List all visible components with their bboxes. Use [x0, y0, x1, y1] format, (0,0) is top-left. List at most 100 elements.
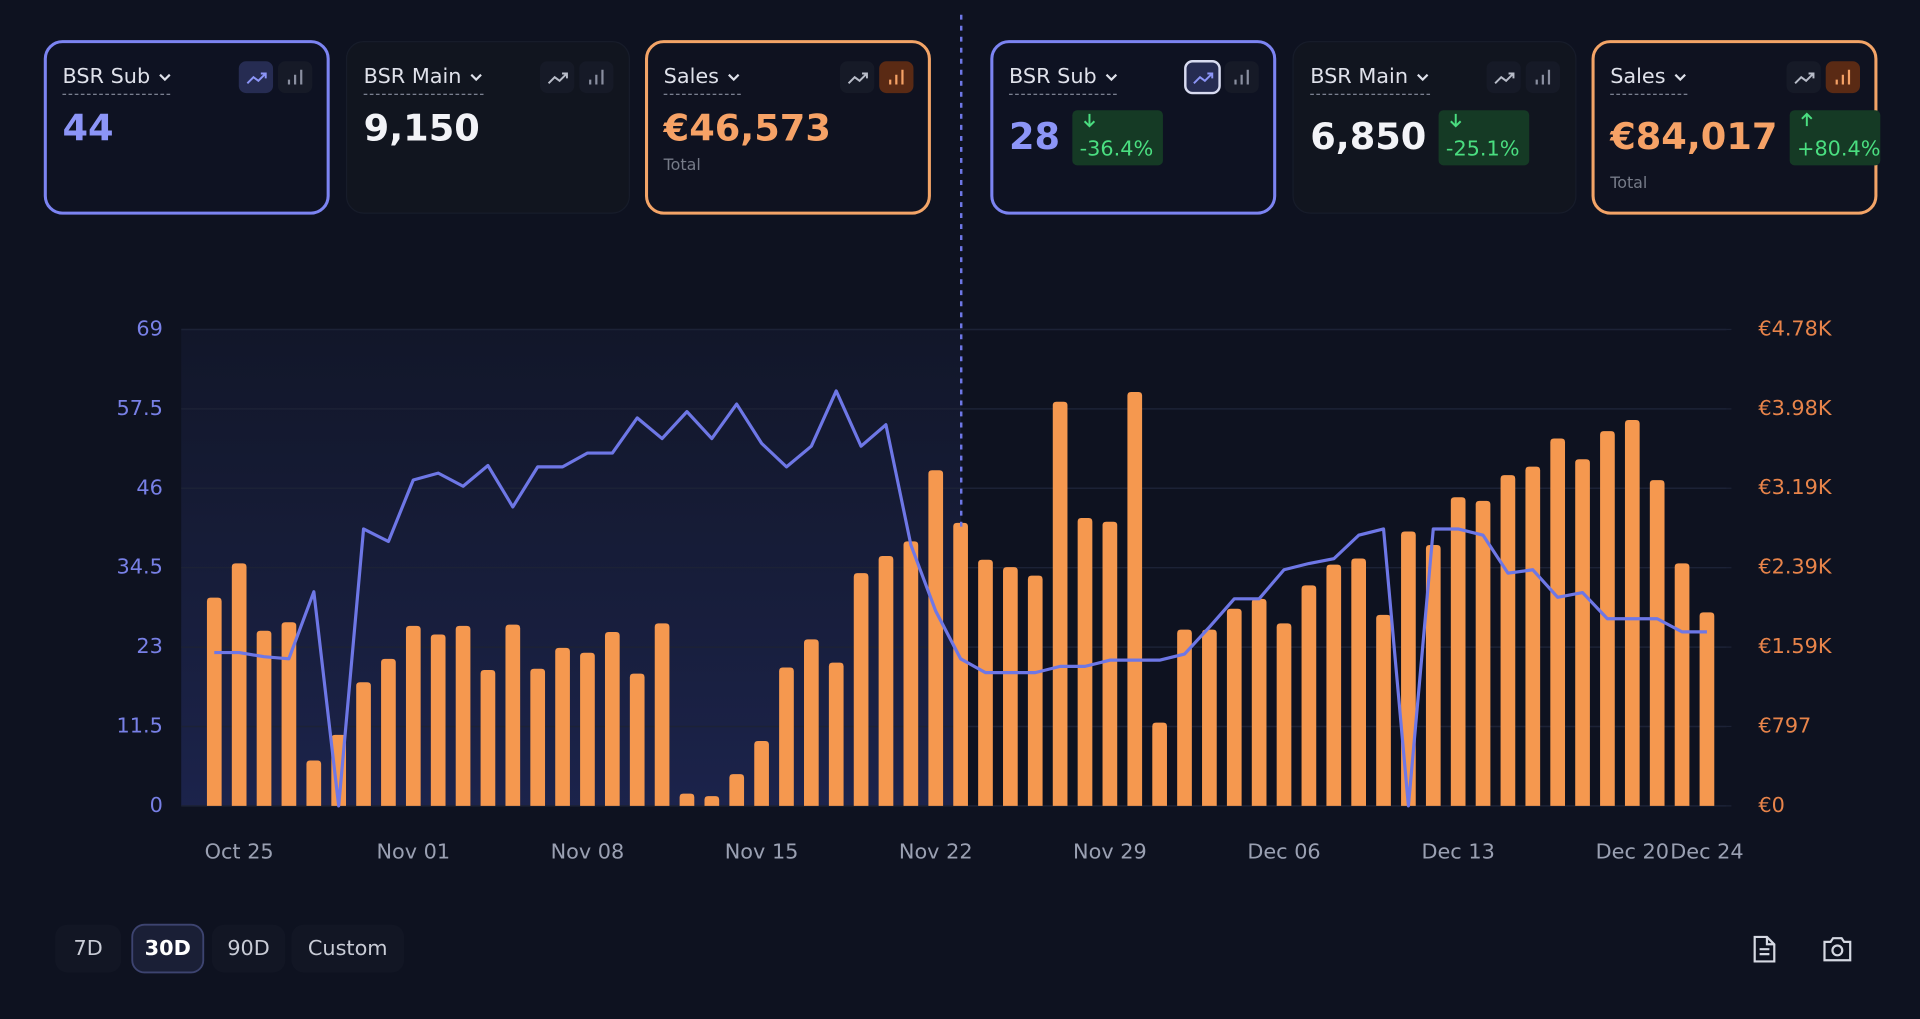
change-arrow	[1450, 113, 1462, 128]
range-button-bg	[55, 924, 122, 973]
bars-icon	[1535, 69, 1551, 85]
bar	[1351, 558, 1366, 806]
dropdown-chevron	[470, 73, 482, 82]
bar	[505, 624, 521, 806]
x-tick-label: Nov 08	[551, 839, 625, 863]
camera-icon	[1823, 937, 1852, 962]
metric-label: BSR Sub	[62, 64, 150, 88]
bar	[1226, 608, 1242, 806]
bar	[1401, 531, 1416, 806]
bar	[654, 623, 670, 806]
bar	[1624, 420, 1640, 806]
line-chart-toggle[interactable]	[840, 61, 875, 94]
document-icon	[1753, 935, 1776, 963]
line-chart-toggle[interactable]	[1786, 61, 1821, 94]
trend-icon	[1794, 72, 1815, 84]
bar	[779, 667, 794, 806]
y-tick-label: 0	[150, 793, 163, 817]
bars-icon	[1835, 69, 1851, 85]
dropdown-chevron	[1674, 73, 1686, 82]
bar	[853, 573, 869, 806]
metric-label: BSR Sub	[1009, 64, 1097, 88]
bar	[953, 522, 968, 806]
y2-tick-label: €1.59K	[1758, 634, 1833, 658]
line-chart-toggle[interactable]	[238, 61, 274, 94]
metric-value: 44	[62, 106, 113, 149]
bar	[1102, 521, 1118, 806]
bar	[1077, 518, 1093, 806]
bar	[1450, 497, 1466, 806]
bar	[281, 622, 297, 806]
x-tick-label: Nov 01	[376, 839, 450, 863]
y2-tick-label: €797	[1758, 713, 1811, 737]
camera-lens	[1831, 944, 1844, 957]
bar	[206, 597, 222, 806]
metric-card[interactable]: BSR Main 6,850 -25.1%	[1292, 41, 1577, 214]
bar	[1475, 500, 1491, 806]
bar	[754, 741, 769, 806]
range-label: 7D	[74, 936, 103, 960]
range-button-bg	[211, 924, 286, 973]
bar	[878, 556, 894, 806]
trend-icon	[547, 72, 568, 84]
controls: 7D 30D 90D Custom	[55, 923, 405, 974]
grid: 0 11.5 23 34.5 46 57.5 69 €0 €797 €1.59K €2.39K €3.…	[117, 316, 1833, 863]
line-chart-toggle[interactable]	[1486, 61, 1521, 94]
change-badge	[1789, 110, 1881, 166]
range-button[interactable]: 90D	[211, 924, 286, 973]
bar	[1425, 545, 1441, 806]
y2-tick-label: €4.78K	[1758, 316, 1833, 340]
y-tick-label: 11.5	[117, 713, 163, 737]
screenshot-button[interactable]	[1823, 937, 1852, 962]
bar	[1027, 575, 1043, 806]
trend-icon	[246, 72, 267, 84]
bar	[804, 639, 819, 806]
export-document-button[interactable]	[1753, 935, 1776, 963]
metric-label: BSR Main	[364, 64, 462, 88]
dropdown-chevron	[159, 73, 171, 82]
metric-card[interactable]: Sales €46,573 Total	[645, 40, 931, 215]
x-tick-label: Nov 29	[1073, 839, 1147, 863]
y-tick-label: 57.5	[117, 396, 163, 420]
bar	[1251, 598, 1267, 806]
metric-card[interactable]: BSR Sub 44	[43, 40, 330, 215]
metric-card[interactable]: BSR Sub 28 -36.4%	[990, 40, 1277, 215]
change-arrow	[1083, 113, 1096, 128]
bar	[978, 559, 993, 806]
line-chart-toggle[interactable]	[1184, 60, 1221, 95]
line-chart-toggle[interactable]	[540, 61, 575, 94]
plot	[206, 389, 1715, 808]
change-value: -25.1%	[1446, 136, 1520, 160]
x-tick-label: Dec 13	[1422, 839, 1495, 863]
y2-tick-label: €3.19K	[1758, 475, 1833, 499]
bar	[231, 563, 247, 806]
metric-note: Total	[1609, 173, 1647, 192]
x-tick-label: Nov 15	[725, 839, 799, 863]
trend-icon	[847, 72, 868, 84]
bar	[1202, 629, 1217, 806]
bar	[1127, 391, 1143, 806]
x-tick-label: Nov 22	[899, 839, 973, 863]
metric-value: 28	[1009, 115, 1060, 158]
bar	[704, 796, 720, 806]
y-tick-label: 46	[136, 475, 162, 499]
bar	[256, 630, 272, 806]
metric-card[interactable]: Sales €84,017 +80.4% Total	[1591, 40, 1881, 215]
bars-icon	[1234, 69, 1249, 85]
bar	[679, 793, 695, 806]
bar	[580, 652, 595, 806]
bar	[903, 541, 919, 806]
change-arrow	[1801, 112, 1813, 127]
bar	[381, 658, 396, 806]
y2-tick-label: €3.98K	[1758, 396, 1833, 420]
change-value: +80.4%	[1797, 136, 1880, 160]
bar	[1177, 629, 1192, 806]
bar	[455, 625, 471, 806]
bar	[828, 662, 844, 806]
range-button[interactable]: 30D	[131, 923, 205, 974]
metric-card[interactable]: BSR Main 9,150	[345, 41, 630, 214]
range-button[interactable]: 7D	[55, 924, 122, 973]
range-button[interactable]: Custom	[291, 924, 405, 973]
bar	[1500, 475, 1516, 806]
